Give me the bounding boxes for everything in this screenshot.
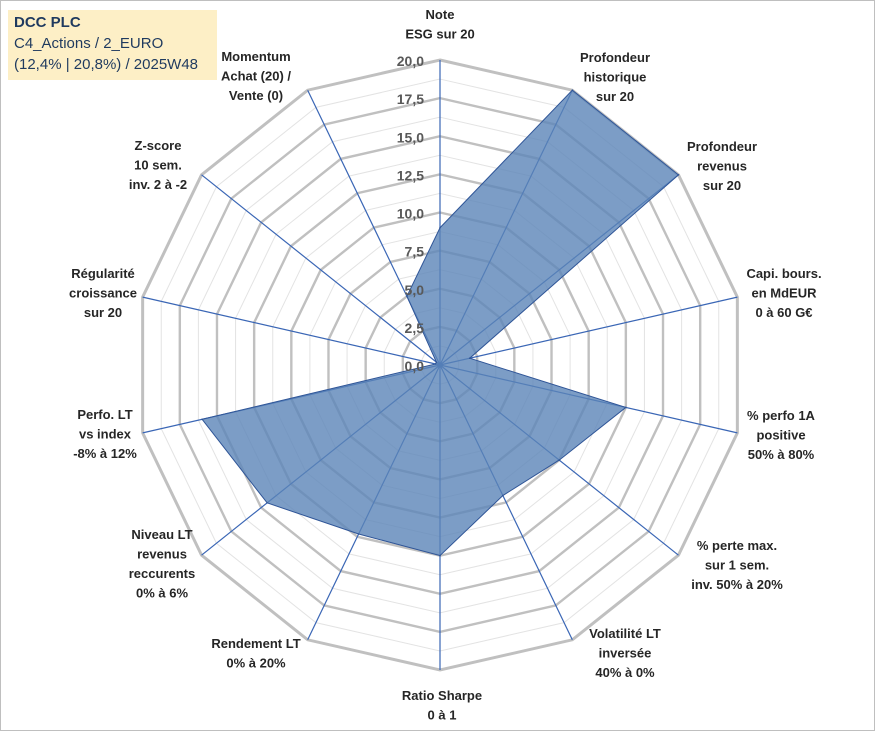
axis-label: Régularité croissance sur 20: [69, 266, 137, 320]
axis-label: Profondeur historique sur 20: [580, 50, 650, 104]
tick-label: 20,0: [397, 53, 424, 69]
data-point: [266, 502, 268, 504]
axis-spoke: [201, 174, 441, 366]
data-point: [558, 459, 561, 461]
data-point: [439, 226, 441, 229]
axis-label: % perfo 1A positive 50% à 80%: [747, 408, 816, 462]
tick-label: 7,5: [405, 244, 425, 260]
tick-label: 5,0: [405, 282, 425, 298]
chart-title-period: (12,4% | 20,8%) / 2025W48: [14, 56, 198, 73]
tick-label: 2,5: [405, 320, 425, 336]
axis-label: Momentum Achat (20) / Vente (0): [221, 49, 291, 103]
axis-label: Ratio Sharpe 0 à 1: [402, 688, 482, 723]
data-point: [201, 418, 203, 421]
tick-label: 10,0: [397, 206, 424, 222]
chart-title-category: C4_Actions / 2_EURO: [14, 35, 164, 52]
axis-label: Rendement LT 0% à 20%: [211, 636, 300, 671]
data-point: [571, 89, 574, 92]
tick-label: 12,5: [397, 167, 424, 183]
data-point: [502, 494, 504, 497]
chart-title-box: DCC PLC C4_Actions / 2_EURO (12,4% | 20,…: [8, 10, 217, 80]
axis-label: Capi. bours. en MdEUR 0 à 60 G€: [746, 266, 821, 320]
axis-spoke: [439, 296, 738, 366]
axis-label: % perte max. sur 1 sem. inv. 50% à 20%: [691, 538, 783, 592]
data-point: [625, 406, 627, 409]
tick-label: 17,5: [397, 91, 424, 107]
axis-label: Perfo. LT vs index -8% à 12%: [73, 407, 137, 461]
axis-label: Note ESG sur 20: [405, 7, 474, 42]
axis-label: Z-score 10 sem. inv. 2 à -2: [129, 138, 187, 192]
data-point: [468, 357, 471, 360]
tick-label: 15,0: [397, 129, 424, 145]
axis-label: Niveau LT revenus reccurents 0% à 6%: [129, 527, 195, 601]
data-point: [357, 533, 360, 535]
data-point: [406, 295, 408, 298]
data-point: [439, 554, 441, 557]
chart-title-company: DCC PLC: [14, 14, 81, 31]
data-point: [434, 363, 437, 365]
axis-label: Volatilité LT inversée 40% à 0%: [589, 626, 661, 680]
axis-spoke: [142, 296, 441, 366]
axis-label: Profondeur revenus sur 20: [687, 139, 757, 193]
tick-label: 0,0: [405, 358, 425, 374]
data-point: [677, 174, 680, 176]
data-point: [435, 361, 438, 363]
